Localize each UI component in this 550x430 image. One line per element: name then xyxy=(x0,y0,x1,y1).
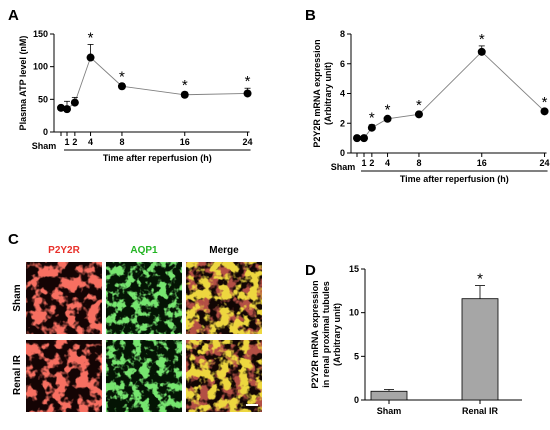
chart-d-ytick-label: 0 xyxy=(354,395,359,405)
row-label-renal-ir: Renal IR xyxy=(12,354,23,395)
chart-b-ytick-label: 6 xyxy=(340,59,345,69)
chart-a-y-axis-title: Plasma ATP level (nM) xyxy=(18,36,28,131)
chart-d-bar xyxy=(461,298,499,401)
chart-b-x-axis-title: Time after reperfusion (h) xyxy=(400,174,509,184)
image-renal-ir-merge xyxy=(186,340,262,412)
chart-a-ytick-label: 0 xyxy=(43,127,48,137)
column-label-merge: Merge xyxy=(209,245,239,256)
chart-b-ytick-label: 0 xyxy=(340,148,345,158)
chart-a-x-axis-title: Time after reperfusion (h) xyxy=(103,153,212,163)
chart-a-ytick-label: 100 xyxy=(33,62,48,72)
image-sham-aqp1 xyxy=(106,262,182,334)
chart-a-significance-star: * xyxy=(245,73,251,90)
panel-letter-b: B xyxy=(305,7,316,24)
chart-a-significance-star: * xyxy=(182,77,188,94)
chart-b-data-point xyxy=(360,134,368,143)
chart-a-data-point xyxy=(57,103,65,112)
chart-b-xtick-label: 8 xyxy=(416,158,421,168)
chart-a-xtick-label: 4 xyxy=(88,137,93,147)
chart-b-significance-star: * xyxy=(369,110,375,127)
chart-a-ytick-label: 150 xyxy=(33,29,48,39)
chart-d-y-axis-title: P2Y2R mRNA expression xyxy=(310,280,320,388)
chart-a-xtick-label: 2 xyxy=(72,137,77,147)
chart-a-data-point xyxy=(180,90,189,99)
chart-d-proximal-tubules: 0 5 10 15 P2Y2R mRNA expression in renal prox… xyxy=(310,264,522,416)
chart-d-category-label: Renal IR xyxy=(462,406,499,416)
chart-b-significance-star: * xyxy=(542,94,548,111)
scale-bar xyxy=(246,404,258,406)
image-sham-merge xyxy=(186,262,262,334)
chart-d-y-axis-title: in renal proximal tubules xyxy=(321,281,331,388)
image-sham-p2y2r xyxy=(26,262,102,334)
chart-b-series-line xyxy=(357,51,545,139)
chart-a-data-point xyxy=(86,53,95,62)
chart-d-category-label: Sham xyxy=(377,406,402,416)
panel-letter-c: C xyxy=(8,231,19,248)
chart-b-significance-star: * xyxy=(416,97,422,114)
image-renal-ir-p2y2r xyxy=(26,340,102,412)
chart-d-ytick-label: 10 xyxy=(349,308,359,318)
chart-b-xtick-label: 2 xyxy=(369,158,374,168)
chart-a-xtick-label: 16 xyxy=(180,137,190,147)
chart-a-data-point xyxy=(63,105,71,114)
chart-b-data-point xyxy=(367,123,376,132)
chart-a-significance-star: * xyxy=(119,69,125,86)
chart-b-data-point xyxy=(353,134,361,143)
chart-b-data-point xyxy=(383,114,392,123)
chart-a-ytick-label: 50 xyxy=(38,94,48,104)
image-renal-ir-aqp1 xyxy=(106,340,182,412)
chart-d-ytick-label: 15 xyxy=(349,264,359,274)
row-label-sham: Sham xyxy=(12,284,23,311)
chart-a-data-point xyxy=(70,98,79,107)
chart-a-xtick-label: 8 xyxy=(119,137,124,147)
chart-d-bar xyxy=(370,390,408,401)
chart-b-data-point xyxy=(540,107,549,116)
chart-a-xtick-label: 24 xyxy=(243,137,253,147)
chart-d-significance-star: * xyxy=(477,271,483,288)
chart-a-series-line xyxy=(60,56,248,110)
chart-a-significance-star: * xyxy=(88,29,94,46)
chart-b-significance-star: * xyxy=(479,31,485,48)
chart-b-ytick-label: 4 xyxy=(340,89,345,99)
chart-a-data-point xyxy=(243,89,252,98)
chart-b-significance-star: * xyxy=(385,102,391,119)
chart-a-data-point xyxy=(117,82,126,91)
chart-a-xtick-label: 1 xyxy=(64,137,69,147)
panel-letter-a: A xyxy=(8,7,19,24)
chart-b-data-point xyxy=(477,47,486,56)
column-label-aqp1: AQP1 xyxy=(130,245,158,256)
micrograph-panel: P2Y2R AQP1 Merge Sham Renal IR xyxy=(12,245,262,412)
chart-b-y-axis-title: P2Y2R mRNA expression xyxy=(312,39,322,147)
chart-d-y-axis-title: (Arbitrary unit) xyxy=(332,303,342,366)
chart-b-xtick-label: 24 xyxy=(540,158,550,168)
chart-b-xtick-label: 1 xyxy=(361,158,366,168)
chart-b-xtick-label: 16 xyxy=(477,158,487,168)
panel-letter-d: D xyxy=(305,262,316,279)
chart-a-xtick-label-sham: Sham xyxy=(32,141,57,151)
chart-b-ytick-label: 8 xyxy=(340,29,345,39)
chart-b-data-point xyxy=(414,110,423,119)
chart-d-ytick-label: 5 xyxy=(354,351,359,361)
column-label-p2y2r: P2Y2R xyxy=(48,245,80,256)
chart-b-ytick-label: 2 xyxy=(340,118,345,128)
chart-b-y-axis-title: (Arbitrary unit) xyxy=(323,62,333,125)
chart-b-xtick-label-sham: Sham xyxy=(331,162,356,172)
chart-b-xtick-label: 4 xyxy=(385,158,390,168)
